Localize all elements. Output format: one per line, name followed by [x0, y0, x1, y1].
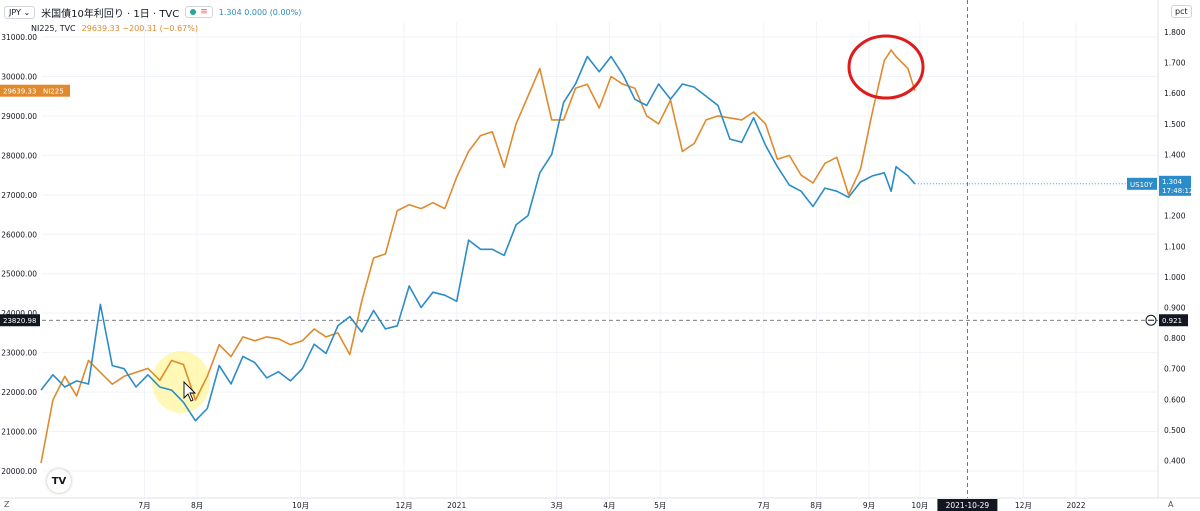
- series-status-toggle[interactable]: ≡: [185, 6, 213, 18]
- left-tick-label: 28000.00: [1, 151, 37, 160]
- symbol-title[interactable]: 米国債10年利回り · 1日 · TVC: [41, 8, 180, 20]
- right-price-axis[interactable]: 0.400 0.500 0.600 0.700 0.800 0.900 1.000 1.100…: [1157, 0, 1200, 498]
- cursor-highlight: [152, 351, 210, 413]
- right-tick-label: 1.500: [1164, 120, 1186, 129]
- crosshair-time-label: 2021-10-29: [946, 501, 990, 510]
- us10y-value-tag: [1159, 175, 1191, 196]
- status-dot-icon: [190, 9, 197, 15]
- us10y-name-tag: [1127, 177, 1157, 190]
- ni225-name-tag: [40, 84, 70, 97]
- time-tick-label: 10月: [292, 501, 309, 510]
- time-tick-label: 2021: [447, 501, 466, 510]
- auto-scale-button[interactable]: A: [1168, 500, 1174, 509]
- chart-grid: [42, 22, 1157, 498]
- mouse-pointer-icon: [183, 380, 197, 402]
- time-tick-label: 3月: [551, 501, 563, 510]
- left-axis-background: [0, 22, 40, 498]
- time-tick-label: 5月: [654, 501, 666, 510]
- series-line-us10y: [40, 55, 916, 422]
- us10y-value-tag-text: 1.304: [1162, 178, 1183, 186]
- time-tick-label: 4月: [603, 501, 615, 510]
- time-tick-label: 2022: [1066, 501, 1085, 510]
- left-tick-label: 22000.00: [1, 388, 37, 397]
- right-tick-label: 0.700: [1164, 365, 1186, 374]
- right-tick-label: 1.200: [1164, 212, 1186, 221]
- crosshair-left-tag-text: 23820.98: [3, 317, 36, 325]
- us10y-values: 1.304 0.000 (0.00%): [218, 7, 302, 17]
- equals-icon: ≡: [200, 7, 208, 17]
- left-tick-label: 26000.00: [1, 230, 37, 239]
- left-tick-label: 24000.00: [1, 309, 37, 318]
- right-tick-label: 1.100: [1164, 242, 1186, 251]
- left-tick-label: 21000.00: [1, 428, 37, 437]
- ni225-value-tag-text: 29639.33: [3, 88, 36, 96]
- chart-header: JPY ⌄ 米国債10年利回り · 1日 · TVC ≡ 1.304 0.000…: [4, 3, 301, 21]
- mouse-cursor-icon: [183, 380, 197, 402]
- currency-button[interactable]: JPY ⌄: [4, 5, 36, 19]
- left-price-axis[interactable]: 20000.00 21000.00 22000.00 23000.00 24000.00…: [0, 22, 40, 498]
- series-line-ni225: [40, 49, 916, 464]
- price-tags: 29639.33 NI225 23820.98 0.921 US10Y 1.30417:4…: [0, 84, 1193, 327]
- right-tick-label: 1.000: [1164, 273, 1186, 282]
- time-tick-label: 9月: [863, 501, 875, 510]
- left-tick-label: 29000.00: [1, 112, 37, 121]
- currency-label: JPY: [9, 7, 21, 17]
- crosshair: 2021-10-29: [42, 0, 1158, 511]
- ni225-legend-values: 29639.33 −200.31 (−0.67%): [81, 24, 198, 33]
- time-tick-label: 7月: [758, 501, 770, 510]
- left-tick-label: 20000.00: [1, 467, 37, 476]
- time-tick-label: 7月: [138, 501, 150, 510]
- right-tick-label: 1.700: [1164, 59, 1186, 68]
- right-tick-label: 0.500: [1164, 426, 1186, 435]
- time-tick-label: 10月: [911, 501, 928, 510]
- right-tick-label: 1.600: [1164, 89, 1186, 98]
- time-axis[interactable]: 7月 8月 10月 12月 2021 3月 4月 5月 7月 8月 9月 10月 12月 2022: [0, 497, 1200, 510]
- right-tick-label: 1.400: [1164, 150, 1186, 159]
- ni225-name-tag-text: NI225: [43, 88, 64, 96]
- left-tick-label: 25000.00: [1, 270, 37, 279]
- left-tick-label: 30000.00: [1, 72, 37, 81]
- crosshair-left-tag: [0, 314, 40, 327]
- right-tick-label: 0.800: [1164, 334, 1186, 343]
- right-tick-label: 1.800: [1164, 28, 1186, 37]
- red-annotation-ellipse: [847, 34, 925, 100]
- crosshair-time-tag: [937, 499, 998, 511]
- left-tick-label: 27000.00: [1, 191, 37, 200]
- tradingview-logo-icon[interactable]: TV: [47, 469, 71, 493]
- zoom-left-button[interactable]: Z: [4, 500, 10, 509]
- time-tick-label: 12月: [396, 501, 413, 510]
- annotation-circle: [847, 34, 925, 100]
- right-tick-label: 0.900: [1164, 303, 1186, 312]
- ni225-legend-name: NI225, TVC: [31, 24, 76, 33]
- cursor-highlight-circle: [152, 351, 210, 413]
- time-tick-label: 12月: [1015, 501, 1032, 510]
- series-lines: [40, 49, 1157, 464]
- right-tick-label: 0.600: [1164, 395, 1186, 404]
- ni225-legend[interactable]: NI225, TVC 29639.33 −200.31 (−0.67%): [31, 24, 198, 33]
- crosshair-right-tag: [1159, 314, 1188, 327]
- right-axis-background: [1158, 22, 1200, 498]
- us10y-countdown-text: 17:48:12: [1162, 187, 1193, 195]
- left-tick-label: 23000.00: [1, 349, 37, 358]
- right-tick-label: 0.400: [1164, 457, 1186, 466]
- time-tick-label: 8月: [191, 501, 203, 510]
- left-tick-label: 31000.00: [1, 33, 37, 42]
- scale-button[interactable]: pct: [1171, 5, 1192, 18]
- time-tick-label: 8月: [810, 501, 822, 510]
- ni225-value-tag: [0, 84, 40, 97]
- crosshair-right-tag-text: 0.921: [1162, 317, 1182, 325]
- us10y-name-tag-text: US10Y: [1130, 181, 1153, 189]
